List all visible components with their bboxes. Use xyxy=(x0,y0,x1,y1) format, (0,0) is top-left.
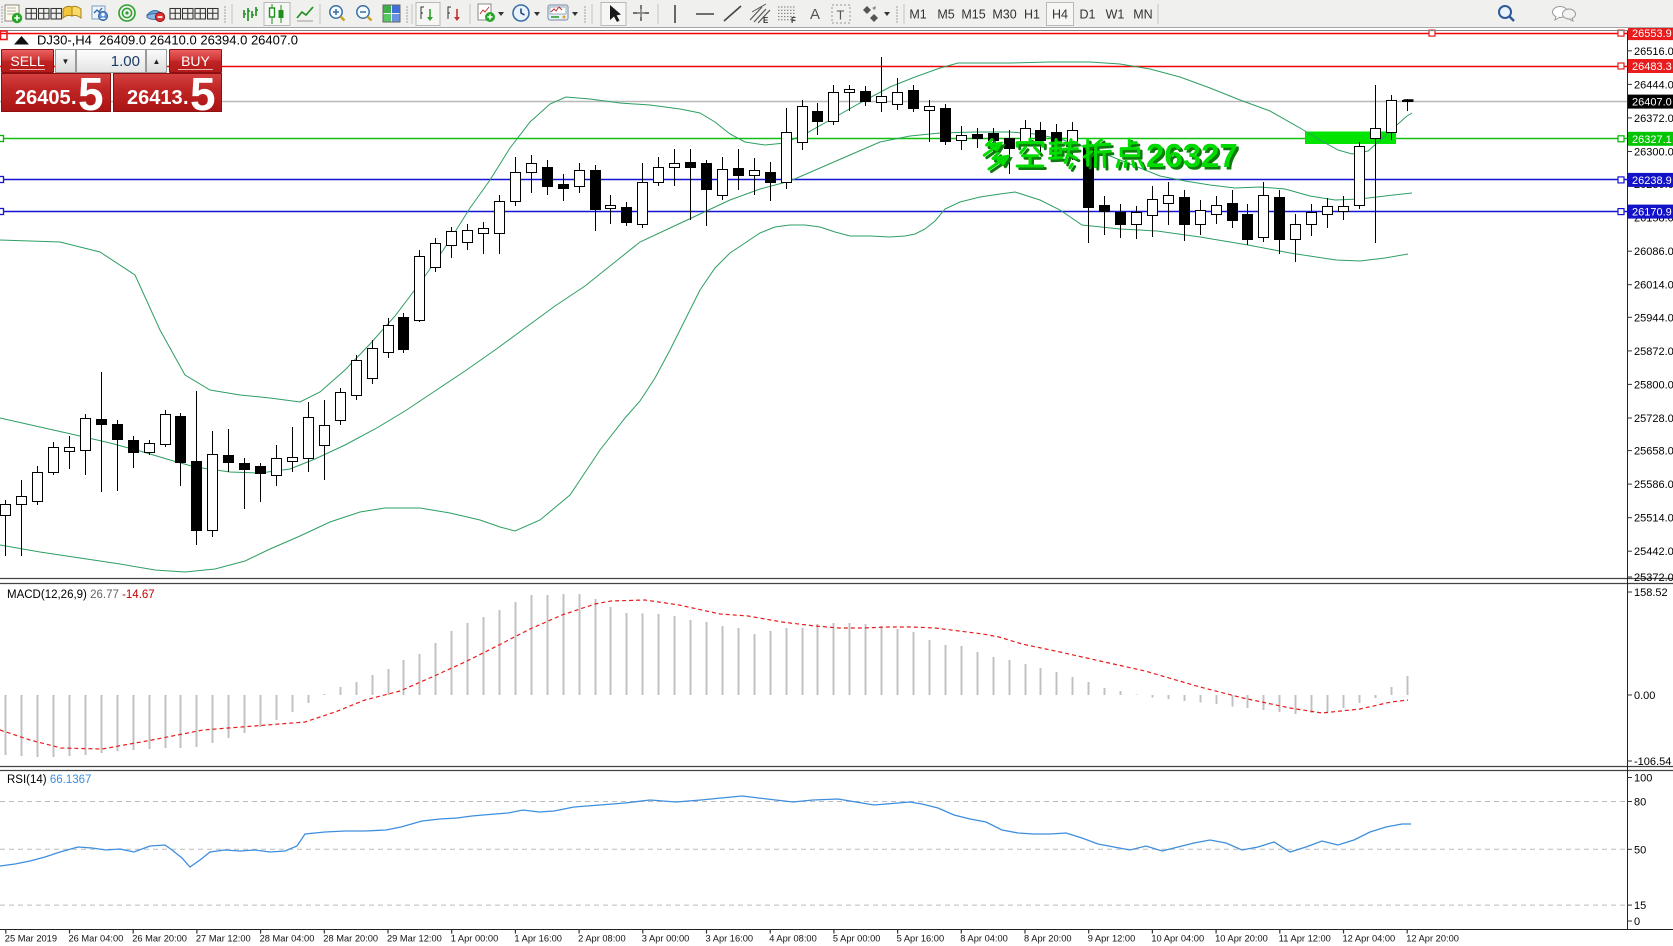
svg-text:28 Mar 04:00: 28 Mar 04:00 xyxy=(260,934,315,944)
svg-text:26014.0: 26014.0 xyxy=(1634,280,1673,292)
svg-text:26553.9: 26553.9 xyxy=(1632,28,1672,40)
svg-text:D1: D1 xyxy=(1080,8,1096,22)
svg-text:25442.0: 25442.0 xyxy=(1634,546,1673,558)
svg-text:26327: 26327 xyxy=(1146,137,1238,174)
svg-text:2 Apr 08:00: 2 Apr 08:00 xyxy=(578,934,626,944)
svg-text:MACD(12,26,9) 26.77 -14.67: MACD(12,26,9) 26.77 -14.67 xyxy=(7,589,155,601)
svg-text:RSI(14) 66.1367: RSI(14) 66.1367 xyxy=(7,774,91,786)
svg-text:3 Apr 00:00: 3 Apr 00:00 xyxy=(642,934,690,944)
svg-text:1 Apr 16:00: 1 Apr 16:00 xyxy=(514,934,562,944)
svg-text:25514.0: 25514.0 xyxy=(1634,513,1673,525)
svg-text:DJ30-,H4 26409.0 26410.0 2639: DJ30-,H4 26409.0 26410.0 26394.0 26407.0 xyxy=(37,33,298,48)
svg-text:12 Apr 04:00: 12 Apr 04:00 xyxy=(1343,934,1396,944)
svg-text:158.52: 158.52 xyxy=(1634,587,1668,599)
svg-text:26516.0: 26516.0 xyxy=(1634,46,1673,58)
svg-text:27 Mar 12:00: 27 Mar 12:00 xyxy=(196,934,251,944)
svg-text:26483.3: 26483.3 xyxy=(1632,61,1672,73)
svg-text:25 Mar 2019: 25 Mar 2019 xyxy=(5,934,57,944)
svg-text:29 Mar 12:00: 29 Mar 12:00 xyxy=(387,934,442,944)
svg-text:100: 100 xyxy=(1634,773,1652,785)
svg-text:28 Mar 20:00: 28 Mar 20:00 xyxy=(323,934,378,944)
svg-text:0.00: 0.00 xyxy=(1634,690,1655,702)
svg-text:26238.9: 26238.9 xyxy=(1632,175,1672,187)
svg-text:50: 50 xyxy=(1634,844,1646,856)
svg-text:26 Mar 04:00: 26 Mar 04:00 xyxy=(69,934,124,944)
svg-text:26 Mar 20:00: 26 Mar 20:00 xyxy=(132,934,187,944)
svg-text:26327: 26327 xyxy=(1149,140,1241,177)
svg-text:W1: W1 xyxy=(1106,8,1125,22)
svg-text:11 Apr 12:00: 11 Apr 12:00 xyxy=(1279,934,1331,944)
svg-text:26327.1: 26327.1 xyxy=(1632,134,1672,146)
svg-text:0: 0 xyxy=(1634,916,1640,928)
svg-text:-106.54: -106.54 xyxy=(1634,756,1671,768)
svg-text:25586.0: 25586.0 xyxy=(1634,479,1673,491)
svg-text:10 Apr 20:00: 10 Apr 20:00 xyxy=(1215,934,1268,944)
svg-text:MN: MN xyxy=(1133,8,1152,22)
svg-text:4 Apr 08:00: 4 Apr 08:00 xyxy=(769,934,817,944)
svg-text:10 Apr 04:00: 10 Apr 04:00 xyxy=(1151,934,1204,944)
svg-text:H4: H4 xyxy=(1052,8,1068,22)
svg-text:26300.0: 26300.0 xyxy=(1634,147,1673,159)
svg-text:25728.0: 25728.0 xyxy=(1634,413,1673,425)
svg-text:26444.0: 26444.0 xyxy=(1634,79,1673,91)
svg-text:8 Apr 20:00: 8 Apr 20:00 xyxy=(1024,934,1072,944)
svg-text:E: E xyxy=(763,16,769,25)
svg-text:1 Apr 00:00: 1 Apr 00:00 xyxy=(451,934,499,944)
svg-text:25800.0: 25800.0 xyxy=(1634,379,1673,391)
svg-text:26170.9: 26170.9 xyxy=(1632,207,1672,219)
svg-text:F: F xyxy=(791,16,796,25)
svg-text:T: T xyxy=(837,8,845,23)
svg-text:A: A xyxy=(810,6,820,23)
svg-text:25872.0: 25872.0 xyxy=(1634,346,1673,358)
svg-text:25658.0: 25658.0 xyxy=(1634,446,1673,458)
svg-text:M5: M5 xyxy=(937,8,954,22)
svg-text:12 Apr 20:00: 12 Apr 20:00 xyxy=(1406,934,1459,944)
svg-text:80: 80 xyxy=(1634,797,1646,809)
svg-text:3 Apr 16:00: 3 Apr 16:00 xyxy=(706,934,754,944)
svg-text:9 Apr 12:00: 9 Apr 12:00 xyxy=(1088,934,1136,944)
svg-text:15: 15 xyxy=(1634,900,1646,912)
svg-text:M30: M30 xyxy=(992,8,1016,22)
svg-text:25372.0: 25372.0 xyxy=(1634,572,1673,584)
svg-text:5 Apr 00:00: 5 Apr 00:00 xyxy=(833,934,881,944)
svg-text:26407.0: 26407.0 xyxy=(1632,97,1672,109)
svg-text:26086.0: 26086.0 xyxy=(1634,246,1673,258)
svg-text:5 Apr 16:00: 5 Apr 16:00 xyxy=(897,934,945,944)
svg-text:M15: M15 xyxy=(961,8,985,22)
svg-text:26372.0: 26372.0 xyxy=(1634,113,1673,125)
svg-text:M1: M1 xyxy=(909,8,926,22)
svg-text:8 Apr 04:00: 8 Apr 04:00 xyxy=(960,934,1008,944)
svg-text:H1: H1 xyxy=(1024,8,1040,22)
svg-text:25944.0: 25944.0 xyxy=(1634,312,1673,324)
